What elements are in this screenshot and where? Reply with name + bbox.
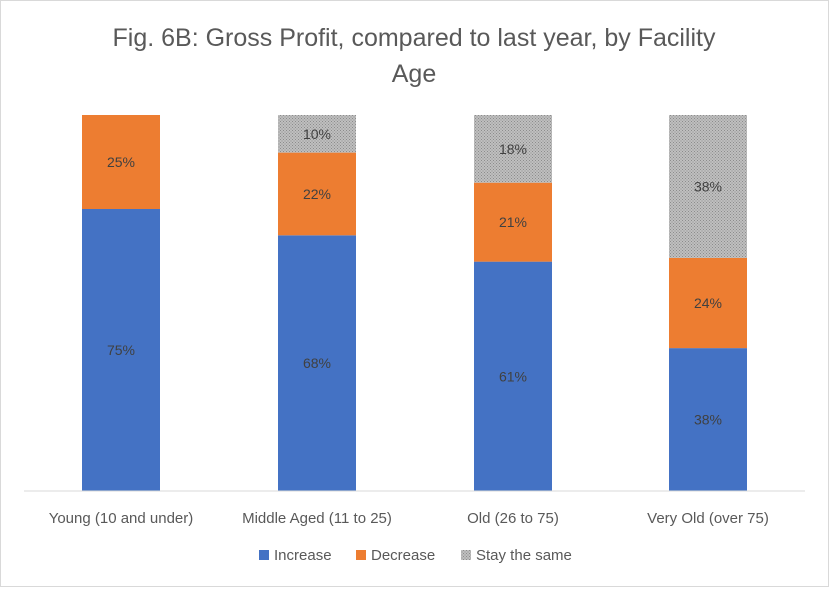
data-label-stay-the-same-2: 10% [303, 126, 331, 142]
bar-segment-decrease-4 [669, 257, 747, 349]
data-label-stay-the-same-3: 18% [499, 141, 527, 157]
bar-segment-increase-3 [474, 261, 552, 491]
legend-swatch-decrease [356, 550, 366, 560]
chart-title-line-1: Fig. 6B: Gross Profit, compared to last … [113, 24, 716, 52]
legend: Increase Decrease Stay the same [259, 547, 572, 564]
data-label-decrease-4: 24% [694, 295, 722, 311]
data-label-decrease-1: 25% [107, 154, 135, 170]
bar-segment-decrease-2 [278, 152, 356, 236]
bar-segment-increase-1 [82, 209, 160, 491]
legend-swatch-stay-the-same [461, 550, 471, 560]
bar-segment-decrease-3 [474, 182, 552, 262]
data-label-decrease-3: 21% [499, 214, 527, 230]
bar-segment-stay-the-same-4 [669, 115, 747, 258]
bar-segment-stay-the-same-3 [474, 115, 552, 183]
chart-title-line-2: Age [392, 60, 436, 88]
legend-label-decrease: Decrease [371, 547, 435, 564]
data-label-stay-the-same-4: 38% [694, 178, 722, 194]
bar-segment-increase-2 [278, 235, 356, 491]
x-tick-label-2: Middle Aged (11 to 25) [242, 510, 392, 527]
bars-layer: 75% 25% 68% 22% 10% 61% 21% 18% 38% 24% 38% [82, 115, 747, 491]
data-label-increase-1: 75% [107, 342, 135, 358]
legend-label-stay-the-same: Stay the same [476, 547, 572, 564]
x-tick-labels: Young (10 and under) Middle Aged (11 to 2… [49, 510, 769, 527]
bar-segment-stay-the-same-2 [278, 115, 356, 153]
bar-segment-increase-4 [669, 348, 747, 491]
data-label-increase-3: 61% [499, 368, 527, 384]
x-tick-label-3: Old (26 to 75) [467, 510, 559, 527]
x-tick-label-1: Young (10 and under) [49, 510, 194, 527]
data-label-increase-4: 38% [694, 412, 722, 428]
x-tick-label-4: Very Old (over 75) [647, 510, 769, 527]
data-label-decrease-2: 22% [303, 186, 331, 202]
legend-swatch-increase [259, 550, 269, 560]
legend-label-increase: Increase [274, 547, 332, 564]
data-label-increase-2: 68% [303, 355, 331, 371]
bar-segment-decrease-1 [82, 115, 160, 209]
